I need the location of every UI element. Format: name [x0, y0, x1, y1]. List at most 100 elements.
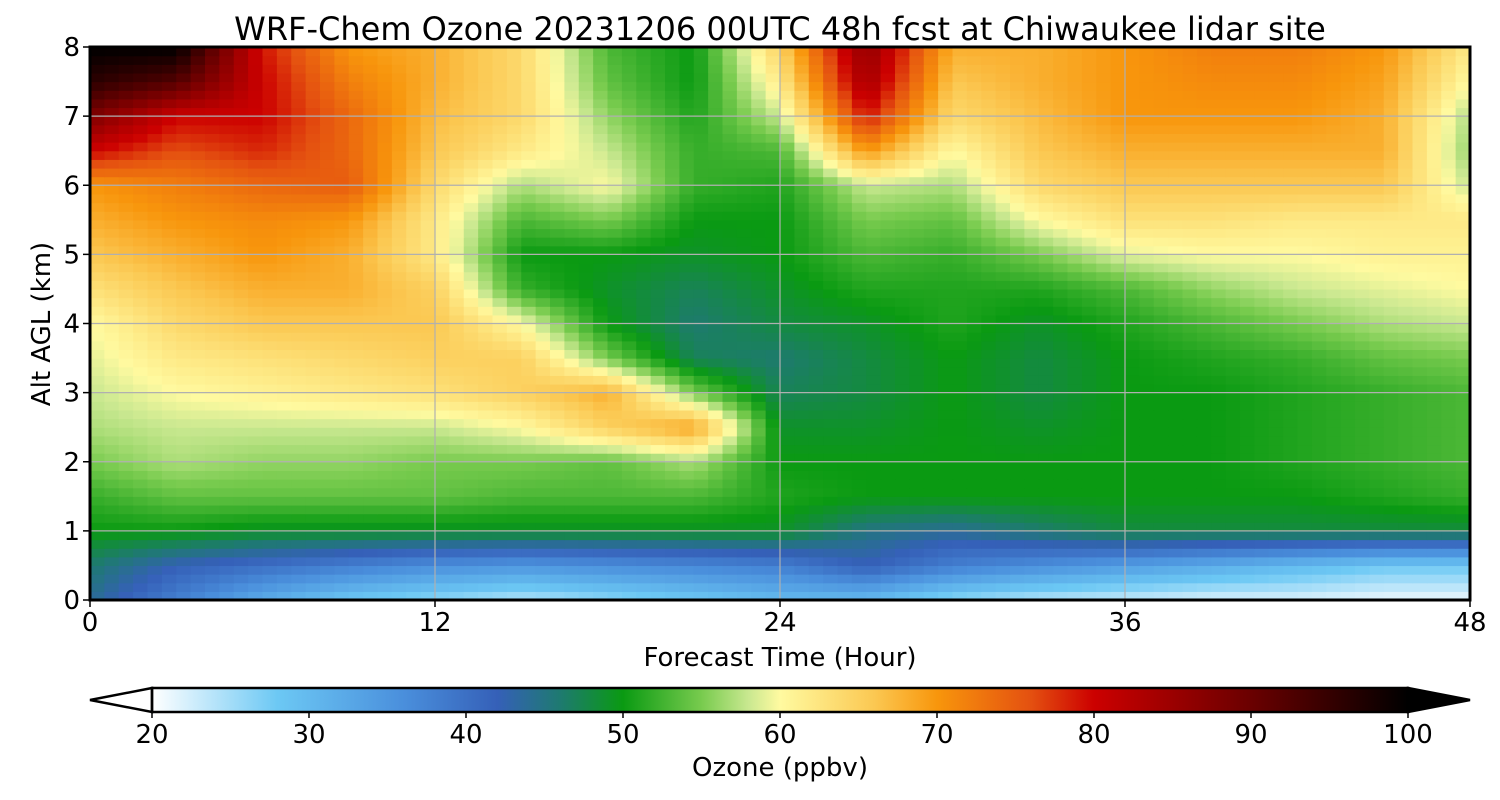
heatmap-cell	[420, 401, 436, 411]
heatmap-cell	[118, 340, 134, 351]
heatmap-cell	[1240, 211, 1255, 221]
heatmap-cell	[621, 548, 637, 558]
heatmap-cell	[952, 574, 968, 584]
heatmap-cell	[636, 254, 652, 264]
heatmap-cell	[1240, 340, 1255, 351]
heatmap-cell	[291, 358, 307, 368]
heatmap-cell	[607, 548, 623, 558]
heatmap-cell	[765, 297, 781, 307]
heatmap-cell	[147, 565, 163, 575]
heatmap-cell	[1168, 522, 1184, 532]
heatmap-cell	[621, 271, 637, 281]
heatmap-cell	[1340, 513, 1356, 523]
heatmap-cell	[492, 444, 508, 454]
heatmap-cell	[880, 582, 896, 592]
heatmap-cell	[219, 211, 235, 221]
heatmap-cell	[291, 245, 307, 255]
heatmap-cell	[722, 349, 738, 359]
heatmap-cell	[981, 211, 997, 221]
heatmap-cell	[348, 435, 364, 446]
heatmap-cell	[837, 332, 853, 342]
heatmap-cell	[104, 142, 120, 152]
heatmap-cell	[1053, 582, 1069, 592]
heatmap-cell	[248, 556, 264, 567]
heatmap-cell	[190, 375, 206, 385]
heatmap-cell	[1010, 211, 1025, 221]
heatmap-cell	[751, 237, 767, 247]
heatmap-cell	[1441, 522, 1457, 532]
heatmap-cell	[377, 332, 393, 342]
heatmap-cell	[1196, 211, 1212, 221]
heatmap-cell	[118, 383, 134, 394]
heatmap-cell	[722, 323, 738, 333]
heatmap-cell	[909, 504, 925, 515]
heatmap-cell	[363, 548, 379, 558]
heatmap-cell	[1153, 176, 1169, 186]
heatmap-cell	[765, 358, 781, 368]
heatmap-cell	[535, 591, 551, 600]
heatmap-cell	[276, 375, 292, 385]
heatmap-cell	[406, 228, 422, 238]
heatmap-cell	[1383, 513, 1399, 523]
heatmap-cell	[377, 513, 393, 523]
heatmap-cell	[334, 409, 350, 420]
heatmap-cell	[1297, 504, 1313, 515]
heatmap-cell	[478, 263, 494, 273]
heatmap-cell	[621, 401, 637, 411]
heatmap-cell	[1283, 288, 1299, 299]
heatmap-cell	[938, 263, 954, 273]
heatmap-cell	[722, 375, 738, 385]
heatmap-cell	[621, 245, 637, 255]
heatmap-cell	[593, 513, 609, 523]
heatmap-cell	[205, 263, 220, 273]
heatmap-cell	[1398, 150, 1414, 160]
heatmap-cell	[981, 453, 997, 463]
heatmap-cell	[708, 530, 724, 541]
heatmap-cell	[693, 591, 709, 600]
heatmap-cell	[219, 167, 235, 178]
heatmap-cell	[665, 237, 680, 247]
heatmap-cell	[780, 167, 795, 178]
heatmap-cell	[1340, 530, 1356, 541]
heatmap-cell	[1096, 487, 1112, 497]
heatmap-cell	[1426, 323, 1442, 333]
heatmap-cell	[1297, 211, 1313, 221]
heatmap-cell	[391, 150, 407, 160]
heatmap-cell	[952, 358, 968, 368]
heatmap-cell	[564, 202, 580, 212]
heatmap-cell	[363, 418, 379, 428]
heatmap-cell	[866, 574, 882, 584]
heatmap-cell	[133, 401, 149, 411]
heatmap-cell	[1240, 323, 1255, 333]
heatmap-cell	[506, 409, 522, 420]
heatmap-cell	[1355, 280, 1370, 290]
heatmap-cell	[966, 219, 982, 230]
heatmap-cell	[952, 340, 968, 351]
heatmap-cell	[1398, 176, 1414, 186]
heatmap-cell	[578, 211, 594, 221]
heatmap-cell	[463, 340, 479, 351]
heatmap-cell	[621, 435, 637, 446]
heatmap-cell	[435, 193, 450, 204]
heatmap-cell	[866, 280, 882, 290]
heatmap-cell	[621, 574, 637, 584]
heatmap-cell	[391, 323, 407, 333]
heatmap-cell	[1096, 522, 1112, 532]
heatmap-cell	[1268, 349, 1284, 359]
heatmap-cell	[808, 496, 824, 506]
heatmap-cell	[348, 375, 364, 385]
heatmap-cell	[190, 461, 206, 471]
heatmap-cell	[722, 211, 738, 221]
heatmap-cell	[650, 228, 666, 238]
heatmap-cell	[90, 487, 105, 497]
heatmap-cell	[851, 185, 867, 195]
heatmap-cell	[1441, 349, 1457, 359]
heatmap-cell	[233, 288, 249, 299]
heatmap-cell	[276, 202, 292, 212]
heatmap-cell	[952, 591, 968, 600]
heatmap-cell	[492, 219, 508, 230]
heatmap-cell	[104, 470, 120, 480]
heatmap-cell	[1081, 461, 1097, 471]
heatmap-cell	[1096, 479, 1112, 489]
heatmap-cell	[449, 254, 465, 264]
